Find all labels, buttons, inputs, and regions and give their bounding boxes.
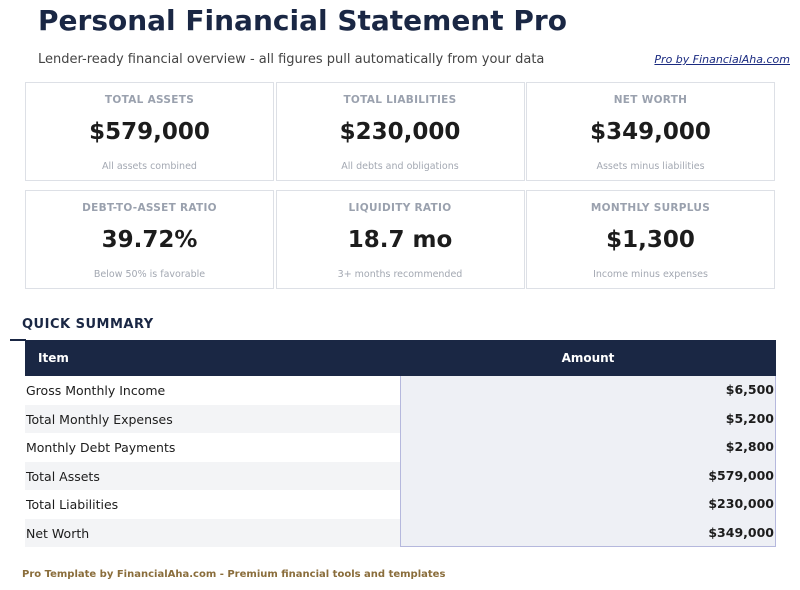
stat-card: LIQUIDITY RATIO 18.7 mo 3+ months recommen… xyxy=(275,190,525,289)
cell-amount: $5,200 xyxy=(400,404,776,433)
card-note: All debts and obligations xyxy=(341,161,459,172)
table-row: Total Liabilities $230,000 xyxy=(25,490,776,519)
stat-card: NET WORTH $349,000 Assets minus liabilitie… xyxy=(526,82,775,181)
card-label: TOTAL LIABILITIES xyxy=(343,94,457,106)
title: Personal Financial Statement Pro xyxy=(38,4,567,37)
card-note: Assets minus liabilities xyxy=(596,161,705,172)
card-note: 3+ months recommended xyxy=(337,269,463,280)
card-value: $579,000 xyxy=(89,119,210,145)
cell-item: Monthly Debt Payments xyxy=(26,440,176,455)
stat-card: MONTHLY SURPLUS $1,300 Income minus expens… xyxy=(526,190,775,289)
card-label: NET WORTH xyxy=(613,94,688,106)
column-header: Item xyxy=(38,351,69,365)
subtitle: Lender-ready financial overview - all fi… xyxy=(38,52,545,67)
card-label: DEBT-TO-ASSET RATIO xyxy=(82,202,217,214)
card-label: TOTAL ASSETS xyxy=(104,94,195,106)
cell-item: Net Worth xyxy=(26,525,90,541)
card-value: $230,000 xyxy=(339,119,461,145)
stat-card: TOTAL ASSETS $579,000 All assets combined xyxy=(25,82,274,181)
table-row: Total Assets $579,000 xyxy=(25,461,776,490)
stat-card: TOTAL LIABILITIES $230,000 All debts and o… xyxy=(275,82,525,181)
card-value: $1,300 xyxy=(606,227,695,253)
card-note: Income minus expenses xyxy=(593,269,708,280)
table-row: Gross Monthly Income $6,500 xyxy=(25,376,776,405)
cell-amount: $2,800 xyxy=(400,433,776,462)
card-value: 18.7 mo xyxy=(347,227,453,253)
section-rule xyxy=(10,339,26,341)
link[interactable]: Pro by FinancialAha.com xyxy=(654,53,790,66)
footer: Pro Template by FinancialAha.com - Premi… xyxy=(22,569,446,580)
cell-amount: $6,500 xyxy=(400,376,776,405)
cell-amount: $579,000 xyxy=(400,461,776,490)
cell-item: Total Liabilities xyxy=(26,497,119,512)
card-label: LIQUIDITY RATIO xyxy=(348,202,452,214)
cell-item: Total Monthly Expenses xyxy=(26,411,173,427)
cell-amount: $230,000 xyxy=(400,490,776,519)
table-header: Item Amount xyxy=(25,340,776,376)
cell-amount: $349,000 xyxy=(400,518,776,547)
table-row: Monthly Debt Payments $2,800 xyxy=(25,433,776,462)
cell-item: Gross Monthly Income xyxy=(26,383,166,398)
stat-card: DEBT-TO-ASSET RATIO 39.72% Below 50% is fa… xyxy=(25,190,274,289)
card-value: 39.72% xyxy=(101,227,198,253)
card-label: MONTHLY SURPLUS xyxy=(590,202,711,214)
card-value: $349,000 xyxy=(590,119,711,145)
card-note: All assets combined xyxy=(102,161,197,172)
cell-item: Total Assets xyxy=(26,468,100,484)
column-header: Amount xyxy=(561,351,615,365)
section-title: QUICK SUMMARY xyxy=(22,317,154,332)
table-row: Net Worth $349,000 xyxy=(25,518,776,547)
table-row: Total Monthly Expenses $5,200 xyxy=(25,404,776,433)
card-note: Below 50% is favorable xyxy=(93,269,206,280)
